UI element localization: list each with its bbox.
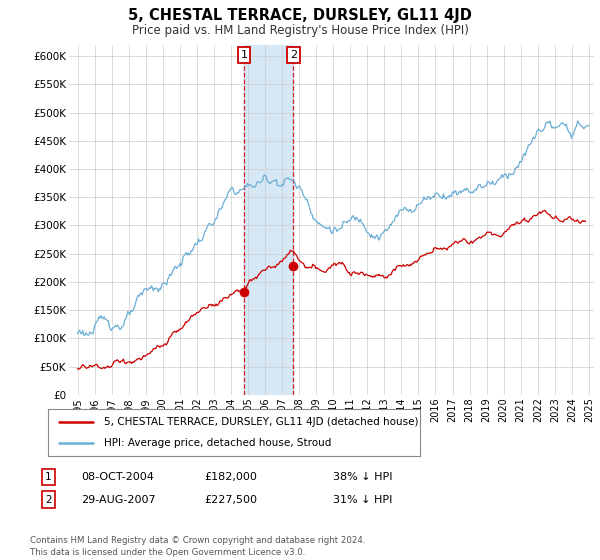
Text: Contains HM Land Registry data © Crown copyright and database right 2024.
This d: Contains HM Land Registry data © Crown c… — [30, 536, 365, 557]
Text: 5, CHESTAL TERRACE, DURSLEY, GL11 4JD (detached house): 5, CHESTAL TERRACE, DURSLEY, GL11 4JD (d… — [104, 417, 418, 427]
Text: 1: 1 — [241, 50, 248, 60]
Text: 29-AUG-2007: 29-AUG-2007 — [81, 494, 155, 505]
Text: £227,500: £227,500 — [204, 494, 257, 505]
Text: £182,000: £182,000 — [204, 472, 257, 482]
Text: 2: 2 — [290, 50, 297, 60]
Text: 1: 1 — [45, 472, 52, 482]
Text: 2: 2 — [45, 494, 52, 505]
Text: Price paid vs. HM Land Registry's House Price Index (HPI): Price paid vs. HM Land Registry's House … — [131, 24, 469, 37]
Text: 31% ↓ HPI: 31% ↓ HPI — [333, 494, 392, 505]
Text: HPI: Average price, detached house, Stroud: HPI: Average price, detached house, Stro… — [104, 438, 331, 448]
Text: 08-OCT-2004: 08-OCT-2004 — [81, 472, 154, 482]
Bar — [244, 45, 293, 395]
Text: 38% ↓ HPI: 38% ↓ HPI — [333, 472, 392, 482]
Text: 5, CHESTAL TERRACE, DURSLEY, GL11 4JD: 5, CHESTAL TERRACE, DURSLEY, GL11 4JD — [128, 8, 472, 24]
